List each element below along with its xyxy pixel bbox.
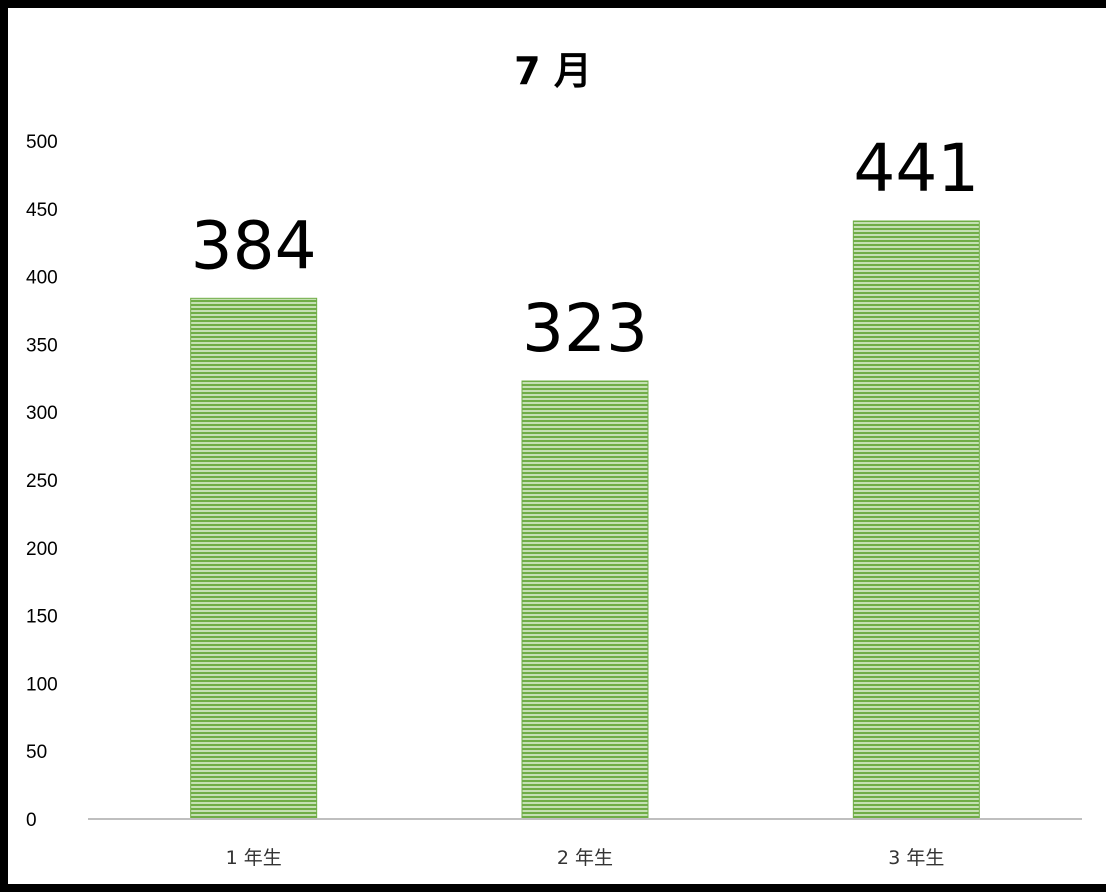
- y-axis-tick-labels: 0 50 100 150 200 250 300 350 400 450 500: [26, 132, 58, 831]
- bars: [190, 220, 980, 820]
- y-tick-label: 300: [26, 403, 58, 424]
- y-tick-label: 0: [26, 810, 37, 831]
- bar: [521, 380, 649, 820]
- y-tick-label: 500: [26, 132, 58, 153]
- y-tick-label: 450: [26, 200, 58, 221]
- y-tick-label: 350: [26, 335, 58, 356]
- x-axis-category-labels: 1 年生 2 年生 3 年生: [226, 847, 945, 869]
- data-label: 323: [522, 290, 648, 367]
- chart-title: 7 月: [514, 49, 592, 93]
- y-tick-label: 200: [26, 539, 58, 560]
- y-tick-label: 150: [26, 607, 58, 628]
- x-category-label: 1 年生: [226, 847, 282, 869]
- bar: [190, 297, 318, 820]
- x-category-label: 2 年生: [557, 847, 613, 869]
- x-category-label: 3 年生: [888, 847, 944, 869]
- bar: [852, 220, 980, 820]
- y-tick-label: 250: [26, 471, 58, 492]
- data-label: 384: [191, 207, 317, 284]
- y-tick-label: 400: [26, 268, 58, 289]
- data-labels: 384 323 441: [191, 130, 980, 367]
- y-tick-label: 100: [26, 674, 58, 695]
- y-tick-label: 50: [26, 742, 47, 763]
- data-label: 441: [853, 130, 979, 207]
